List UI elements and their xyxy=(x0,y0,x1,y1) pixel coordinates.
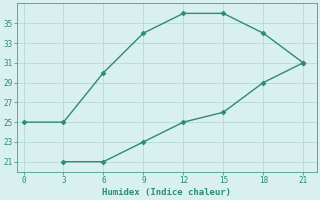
X-axis label: Humidex (Indice chaleur): Humidex (Indice chaleur) xyxy=(102,188,231,197)
